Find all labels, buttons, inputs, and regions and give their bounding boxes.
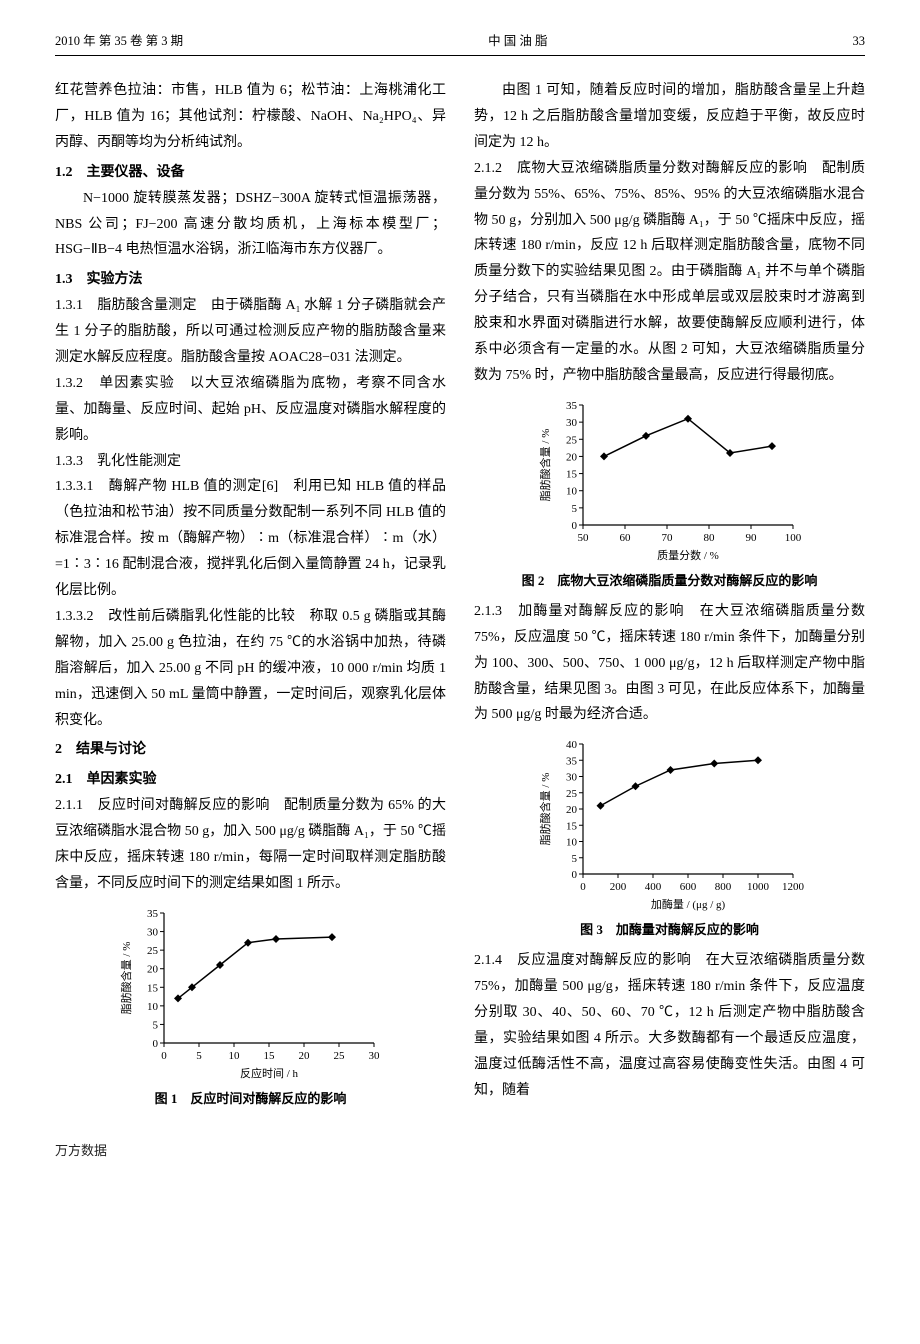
svg-text:200: 200: [609, 881, 626, 893]
section-2-1-4: 2.1.4 反应温度对酶解反应的影响 在大豆浓缩磷脂质量分数 75%，加酶量 5…: [474, 948, 865, 1103]
svg-text:5: 5: [571, 503, 577, 515]
svg-text:质量分数 / %: 质量分数 / %: [657, 549, 719, 562]
svg-text:30: 30: [147, 926, 159, 938]
svg-text:25: 25: [147, 945, 159, 957]
svg-text:5: 5: [152, 1019, 158, 1031]
svg-text:脂肪酸含量 / %: 脂肪酸含量 / %: [538, 428, 552, 501]
svg-text:100: 100: [784, 532, 801, 544]
svg-text:20: 20: [298, 1050, 310, 1062]
svg-text:10: 10: [147, 1001, 159, 1013]
section-2-1-head: 2.1 单因素实验: [55, 767, 446, 793]
svg-text:20: 20: [566, 451, 578, 463]
svg-text:15: 15: [566, 468, 578, 480]
svg-text:0: 0: [580, 881, 586, 893]
svg-text:15: 15: [263, 1050, 275, 1062]
svg-text:35: 35: [566, 756, 578, 768]
svg-text:1000: 1000: [747, 881, 770, 893]
svg-text:90: 90: [745, 532, 757, 544]
figure-2-caption: 图 2 底物大豆浓缩磷脂质量分数对酶解反应的影响: [474, 569, 865, 593]
svg-text:1200: 1200: [782, 881, 805, 893]
svg-text:10: 10: [228, 1050, 240, 1062]
svg-text:5: 5: [196, 1050, 202, 1062]
svg-text:30: 30: [566, 772, 578, 784]
footer-source: 万方数据: [55, 1139, 865, 1163]
figure-3-caption: 图 3 加酶量对酶解反应的影响: [474, 918, 865, 942]
section-2-1-1: 2.1.1 反应时间对酶解反应的影响 配制质量分数为 65% 的大豆浓缩磷脂水混…: [55, 793, 446, 897]
header-center: 中 国 油 脂: [488, 30, 547, 53]
svg-text:25: 25: [333, 1050, 345, 1062]
figure-3-chart: 0510152025303540020040060080010001200加酶量…: [535, 734, 805, 914]
section-1-3-3-2: 1.3.3.2 改性前后磷脂乳化性能的比较 称取 0.5 g 磷脂或其酶解物，加…: [55, 604, 446, 733]
svg-text:60: 60: [619, 532, 631, 544]
section-2-1-3: 2.1.3 加酶量对酶解反应的影响 在大豆浓缩磷脂质量分数 75%，反应温度 5…: [474, 599, 865, 728]
figure-2-chart: 0 5 10 15 20 25 30 35 50 60 70 80 90 100 质量分数 / % 脂肪酸含量…: [535, 395, 805, 565]
figure-2: 0 5 10 15 20 25 30 35 50 60 70 80 90 100 质量分数 / % 脂肪酸含量…: [474, 395, 865, 593]
section-1-3-2: 1.3.2 单因素实验 以大豆浓缩磷脂为底物，考察不同含水量、加酶量、反应时间、…: [55, 371, 446, 449]
svg-text:25: 25: [566, 788, 578, 800]
section-2-head: 2 结果与讨论: [55, 737, 446, 763]
right-para-1: 由图 1 可知，随着反应时间的增加，脂肪酸含量呈上升趋势，12 h 之后脂肪酸含…: [474, 78, 865, 156]
svg-text:25: 25: [566, 434, 578, 446]
two-column-body: 红花营养色拉油：市售，HLB 值为 6；松节油：上海桃浦化工厂，HLB 值为 1…: [55, 78, 865, 1111]
section-1-3-3: 1.3.3 乳化性能测定: [55, 449, 446, 475]
svg-text:10: 10: [566, 486, 578, 498]
figure-1: 0 5 10 15 20 25 30 35 0 5 10 15 20 25 30 反应时间 / h 脂肪酸含量 …: [55, 903, 446, 1111]
figure-1-caption: 图 1 反应时间对酶解反应的影响: [55, 1087, 446, 1111]
svg-text:0: 0: [571, 869, 577, 881]
svg-text:30: 30: [368, 1050, 380, 1062]
svg-text:脂肪酸含量 / %: 脂肪酸含量 / %: [119, 941, 133, 1014]
svg-text:80: 80: [703, 532, 715, 544]
section-1-2-para: N−1000 旋转膜蒸发器；DSHZ−300A 旋转式恒温振荡器，NBS 公司；…: [55, 186, 446, 264]
svg-text:脂肪酸含量 / %: 脂肪酸含量 / %: [538, 773, 552, 846]
section-1-3-3-1: 1.3.3.1 酶解产物 HLB 值的测定[6] 利用已知 HLB 值的样品（色…: [55, 474, 446, 603]
svg-text:35: 35: [566, 400, 578, 412]
svg-text:5: 5: [571, 853, 577, 865]
svg-text:0: 0: [161, 1050, 167, 1062]
svg-text:30: 30: [566, 417, 578, 429]
page-header: 2010 年 第 35 卷 第 3 期 中 国 油 脂 33: [55, 30, 865, 56]
svg-text:加酶量 / (μg / g): 加酶量 / (μg / g): [650, 898, 725, 911]
svg-text:0: 0: [571, 520, 577, 532]
svg-text:15: 15: [147, 982, 159, 994]
svg-text:35: 35: [147, 908, 159, 920]
svg-text:20: 20: [147, 963, 159, 975]
figure-1-chart: 0 5 10 15 20 25 30 35 0 5 10 15 20 25 30 反应时间 / h 脂肪酸含量 …: [116, 903, 386, 1083]
figure-3: 0510152025303540020040060080010001200加酶量…: [474, 734, 865, 942]
section-1-3-head: 1.3 实验方法: [55, 267, 446, 293]
svg-text:15: 15: [566, 821, 578, 833]
section-1-2-head: 1.2 主要仪器、设备: [55, 160, 446, 186]
svg-text:400: 400: [644, 881, 661, 893]
svg-text:70: 70: [661, 532, 673, 544]
svg-text:0: 0: [152, 1038, 158, 1050]
reagents-para: 红花营养色拉油：市售，HLB 值为 6；松节油：上海桃浦化工厂，HLB 值为 1…: [55, 78, 446, 156]
section-1-3-1: 1.3.1 脂肪酸含量测定 由于磷脂酶 A₁ 水解 1 分子磷脂就会产生 1 分…: [55, 293, 446, 371]
svg-text:40: 40: [566, 739, 578, 751]
header-right: 33: [853, 30, 866, 53]
svg-text:50: 50: [577, 532, 589, 544]
svg-text:反应时间 / h: 反应时间 / h: [239, 1066, 298, 1080]
svg-text:10: 10: [566, 837, 578, 849]
svg-text:20: 20: [566, 804, 578, 816]
svg-text:600: 600: [679, 881, 696, 893]
svg-text:800: 800: [714, 881, 731, 893]
section-2-1-2: 2.1.2 底物大豆浓缩磷脂质量分数对酶解反应的影响 配制质量分数为 55%、6…: [474, 156, 865, 389]
header-left: 2010 年 第 35 卷 第 3 期: [55, 30, 183, 53]
